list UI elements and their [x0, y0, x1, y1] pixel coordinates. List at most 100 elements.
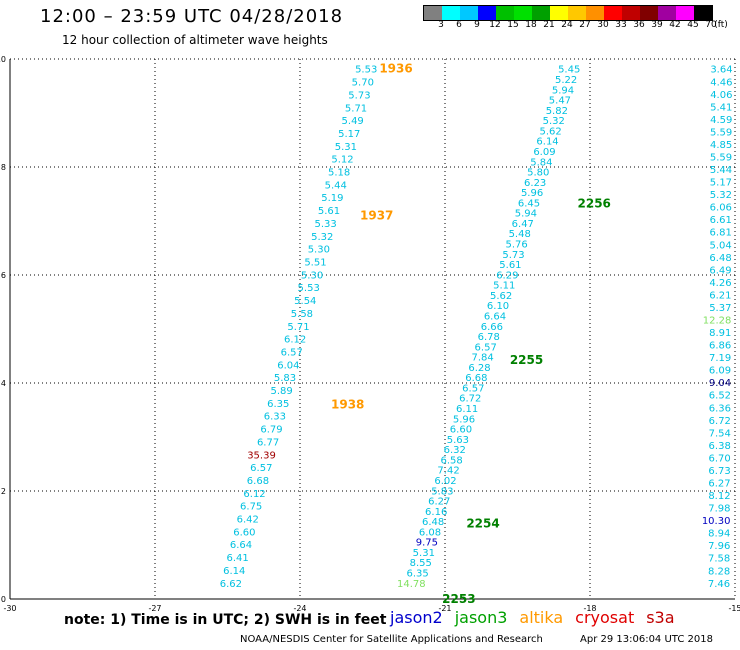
legend-label: 42 [669, 20, 681, 30]
swh-value: 6.77 [257, 437, 279, 448]
swh-value: 6.48 [422, 517, 444, 528]
legend-unit: (ft) [714, 20, 728, 30]
swh-value: 5.94 [552, 85, 574, 96]
x-tick-label: -15 [728, 604, 740, 613]
legend-swatch [514, 6, 532, 20]
swh-value: 6.32 [444, 445, 466, 456]
swh-value: 5.54 [294, 296, 316, 307]
swh-value: 5.59 [710, 152, 732, 163]
swh-value: 5.44 [710, 165, 732, 176]
swh-value: 9.75 [416, 538, 438, 549]
y-tick-label: 10 [0, 55, 6, 64]
x-tick-label: -27 [148, 604, 161, 613]
swh-value: 6.35 [267, 399, 289, 410]
swh-value: 5.44 [325, 180, 347, 191]
swh-value: 5.62 [540, 126, 562, 137]
pass-time-label: 2254 [466, 516, 499, 530]
swh-value: 5.19 [321, 193, 343, 204]
swh-value: 5.62 [490, 291, 512, 302]
x-tick-label: -18 [583, 604, 596, 613]
legend-label: 6 [456, 20, 462, 30]
swh-value: 8.12 [708, 491, 730, 502]
swh-value: 6.41 [227, 553, 249, 564]
swh-value: 6.23 [524, 178, 546, 189]
swh-value: 6.11 [456, 404, 478, 415]
swh-value: 6.79 [260, 425, 282, 436]
swh-value: 6.70 [708, 453, 730, 464]
legend-label: 45 [687, 20, 699, 30]
swh-value: 6.72 [459, 394, 481, 405]
swh-value: 6.61 [710, 215, 732, 226]
swh-value: 6.60 [450, 425, 472, 436]
legend-swatch [424, 6, 442, 20]
satellite-jason3: jason3 [454, 608, 508, 627]
swh-value: 10.30 [702, 516, 731, 527]
y-tick-label: 6 [1, 271, 6, 280]
pass-time-label: 2253 [442, 592, 475, 606]
swh-value: 5.80 [527, 168, 549, 179]
swh-value: 5.70 [352, 78, 374, 89]
swh-value: 4.26 [709, 278, 731, 289]
swh-value: 6.06 [710, 203, 732, 214]
swh-value: 5.73 [348, 90, 370, 101]
satellite-cryosat: cryosat [575, 608, 635, 627]
swh-value: 5.51 [304, 258, 326, 269]
swh-value: 6.16 [425, 507, 447, 518]
swh-value: 6.08 [419, 527, 441, 538]
x-tick-label: -30 [3, 604, 16, 613]
swh-value: 6.02 [434, 476, 456, 487]
swh-value: 7.54 [709, 428, 731, 439]
swh-value: 5.83 [274, 373, 296, 384]
swh-value: 6.36 [709, 403, 731, 414]
swh-value: 5.76 [505, 240, 527, 251]
swh-value: 6.66 [481, 322, 503, 333]
swh-value: 6.57 [250, 463, 272, 474]
swh-value: 6.09 [533, 147, 555, 158]
pass-time-label: 2255 [510, 353, 543, 367]
legend-label: 21 [543, 20, 555, 30]
swh-value: 5.61 [499, 260, 521, 271]
legend-swatch [586, 6, 604, 20]
legend-swatch [694, 6, 712, 20]
swh-value: 5.89 [270, 386, 292, 397]
swh-value: 5.94 [515, 209, 537, 220]
legend-label: 33 [615, 20, 627, 30]
swh-value: 6.86 [709, 341, 731, 352]
swh-value: 5.73 [502, 250, 524, 261]
x-tick-label: -21 [438, 604, 451, 613]
swh-value: 6.45 [518, 198, 540, 209]
x-tick-label: -24 [293, 604, 306, 613]
swh-value: 5.49 [342, 116, 364, 127]
swh-value: 6.21 [709, 290, 731, 301]
swh-value: 5.31 [335, 142, 357, 153]
swh-value: 5.59 [710, 127, 732, 138]
swh-value: 5.32 [543, 116, 565, 127]
legend-swatch [460, 6, 478, 20]
swh-value: 6.42 [237, 515, 259, 526]
swh-value: 5.22 [555, 75, 577, 86]
legend-swatch [550, 6, 568, 20]
swh-value: 5.12 [331, 155, 353, 166]
legend-swatch [478, 6, 496, 20]
swh-value: 5.82 [546, 106, 568, 117]
swh-value: 5.61 [318, 206, 340, 217]
agency-credit: NOAA/NESDIS Center for Satellite Applica… [240, 634, 543, 645]
satellite-key: jason2 jason3 altika cryosat s3a [390, 608, 687, 627]
render-timestamp: Apr 29 13:06:04 UTC 2018 [580, 634, 713, 645]
swh-value: 12.28 [703, 315, 732, 326]
legend-label: 39 [651, 20, 663, 30]
swh-value: 8.55 [410, 558, 432, 569]
swh-value: 7.96 [708, 541, 730, 552]
swh-value: 6.62 [220, 579, 242, 590]
swh-value: 6.35 [406, 569, 428, 580]
swh-value: 6.75 [240, 502, 262, 513]
swh-value: 5.48 [509, 229, 531, 240]
legend-swatch [622, 6, 640, 20]
swh-value: 5.53 [355, 65, 377, 76]
swh-value: 5.17 [710, 178, 732, 189]
swh-value: 5.11 [493, 281, 515, 292]
swh-value: 6.68 [465, 373, 487, 384]
legend-swatch [640, 6, 658, 20]
swh-value: 5.41 [710, 102, 732, 113]
swh-value: 6.68 [247, 476, 269, 487]
